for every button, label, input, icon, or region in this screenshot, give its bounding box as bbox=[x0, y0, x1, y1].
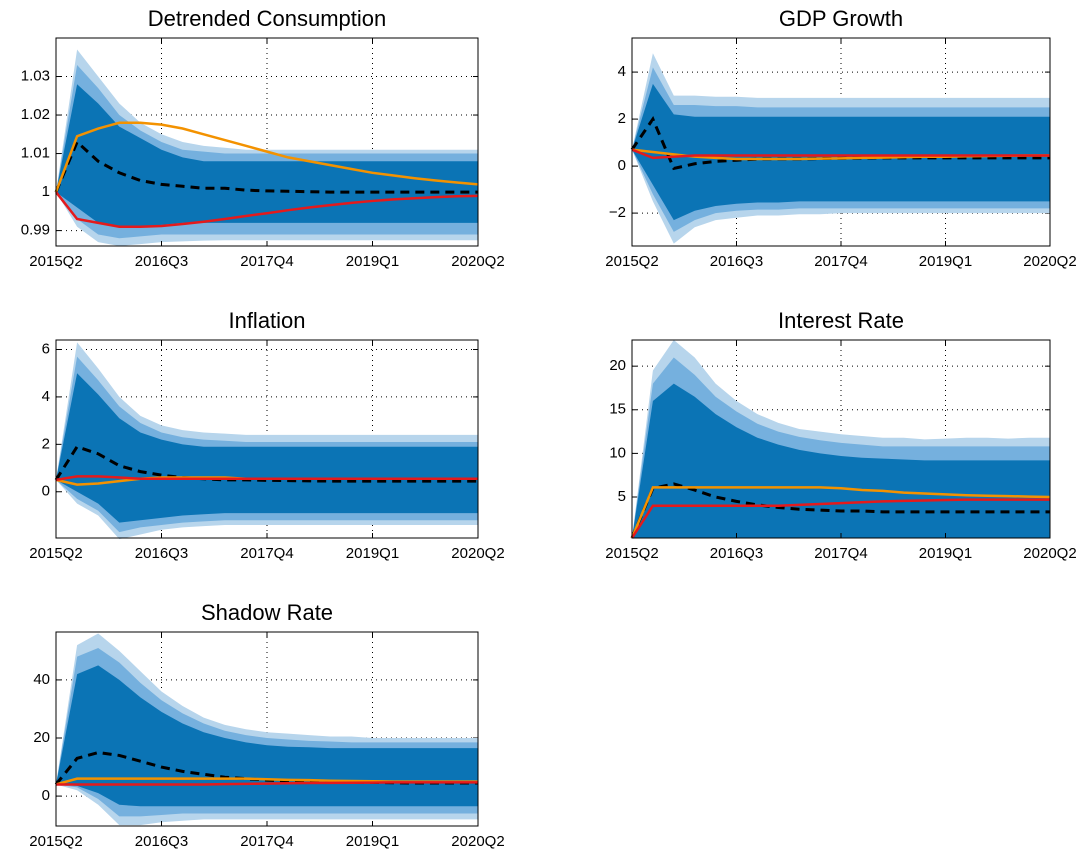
line bbox=[54, 444, 478, 483]
line bbox=[56, 781, 478, 786]
axes-frame bbox=[631, 37, 1051, 247]
x-tick-label: 2015Q2 bbox=[29, 833, 82, 850]
y-tick-label: 10 bbox=[609, 444, 626, 461]
line bbox=[631, 148, 1050, 160]
x-tick-label: 2017Q4 bbox=[240, 833, 293, 850]
line bbox=[630, 482, 1050, 539]
subplot-title: Interest Rate bbox=[778, 308, 904, 333]
x-tick-label: 2017Q4 bbox=[240, 545, 293, 562]
x-tick-label: 2016Q3 bbox=[135, 833, 188, 850]
x-tick-label: 2016Q3 bbox=[710, 545, 763, 562]
x-tick-label: 2017Q4 bbox=[240, 253, 293, 270]
subplot: GDP Growth −2 0 2 4 2015Q2 2016Q3 2017Q4 2019Q1 2… bbox=[605, 6, 1076, 270]
x-tick-label: 2019Q1 bbox=[346, 253, 399, 270]
y-tick-label: 0 bbox=[42, 483, 50, 500]
subplot: Detrended Consumption 0.99 1 1.01 1.02 1.03 20… bbox=[21, 6, 505, 270]
y-tick-label: 2 bbox=[42, 435, 50, 452]
line bbox=[630, 486, 1051, 539]
subplot-title: Detrended Consumption bbox=[148, 6, 386, 31]
subplot: Shadow Rate 0 20 40 2015Q2 2016Q3 2017Q4 2019Q1… bbox=[29, 600, 504, 850]
fan-band bbox=[632, 383, 1050, 538]
y-tick-label: 15 bbox=[609, 401, 626, 418]
x-tick-label: 2015Q2 bbox=[29, 253, 82, 270]
y-tick-label: 1 bbox=[42, 183, 50, 200]
line bbox=[55, 191, 479, 228]
subplot-title: GDP Growth bbox=[779, 6, 903, 31]
x-tick-label: 2020Q2 bbox=[451, 253, 504, 270]
y-tick-label: 1.03 bbox=[21, 67, 50, 84]
x-tick-label: 2017Q4 bbox=[814, 545, 867, 562]
line bbox=[54, 139, 478, 194]
y-tick-label: 1.01 bbox=[21, 145, 50, 162]
axes-frame bbox=[55, 631, 479, 827]
x-tick-label: 2016Q3 bbox=[135, 545, 188, 562]
fan-band bbox=[56, 373, 478, 523]
line bbox=[55, 475, 478, 482]
x-tick-label: 2015Q2 bbox=[605, 545, 658, 562]
axes-frame bbox=[55, 37, 479, 247]
x-tick-label: 2015Q2 bbox=[29, 545, 82, 562]
x-tick-label: 2020Q2 bbox=[1023, 253, 1076, 270]
x-tick-label: 2017Q4 bbox=[814, 253, 867, 270]
x-tick-label: 2015Q2 bbox=[605, 253, 658, 270]
line bbox=[630, 498, 1050, 539]
x-tick-label: 2019Q1 bbox=[346, 833, 399, 850]
fan-band bbox=[56, 665, 478, 807]
y-tick-label: 6 bbox=[42, 340, 50, 357]
axes-frame bbox=[631, 339, 1051, 539]
x-tick-label: 2016Q3 bbox=[135, 253, 188, 270]
x-tick-label: 2016Q3 bbox=[710, 253, 763, 270]
x-tick-label: 2020Q2 bbox=[1023, 545, 1076, 562]
y-tick-label: 0 bbox=[618, 157, 626, 174]
subplot-title: Shadow Rate bbox=[201, 600, 333, 625]
y-tick-label: 1.02 bbox=[21, 106, 50, 123]
subplot-title: Inflation bbox=[228, 308, 305, 333]
y-tick-label: 4 bbox=[618, 63, 626, 80]
x-tick-label: 2020Q2 bbox=[451, 545, 504, 562]
x-tick-label: 2019Q1 bbox=[919, 545, 972, 562]
fan-band bbox=[632, 83, 1050, 221]
y-tick-label: 0 bbox=[42, 787, 50, 804]
subplot: Interest Rate 5 10 15 20 2015Q2 2016Q3 2017Q4 20… bbox=[605, 308, 1076, 562]
y-tick-label: 20 bbox=[609, 357, 626, 374]
y-tick-label: 20 bbox=[33, 729, 50, 746]
y-tick-label: 0.99 bbox=[21, 222, 50, 239]
axes-frame bbox=[55, 339, 479, 539]
x-tick-label: 2019Q1 bbox=[346, 545, 399, 562]
y-tick-label: 2 bbox=[618, 110, 626, 127]
y-tick-label: −2 bbox=[609, 204, 626, 221]
line bbox=[54, 121, 479, 193]
subplot: Inflation 0 2 4 6 2015Q2 2016Q3 2017Q4 2019Q1 202… bbox=[29, 308, 504, 562]
y-tick-label: 4 bbox=[42, 388, 50, 405]
y-tick-label: 40 bbox=[33, 671, 50, 688]
x-tick-label: 2019Q1 bbox=[919, 253, 972, 270]
x-tick-label: 2020Q2 bbox=[451, 833, 504, 850]
y-tick-label: 5 bbox=[618, 488, 626, 505]
